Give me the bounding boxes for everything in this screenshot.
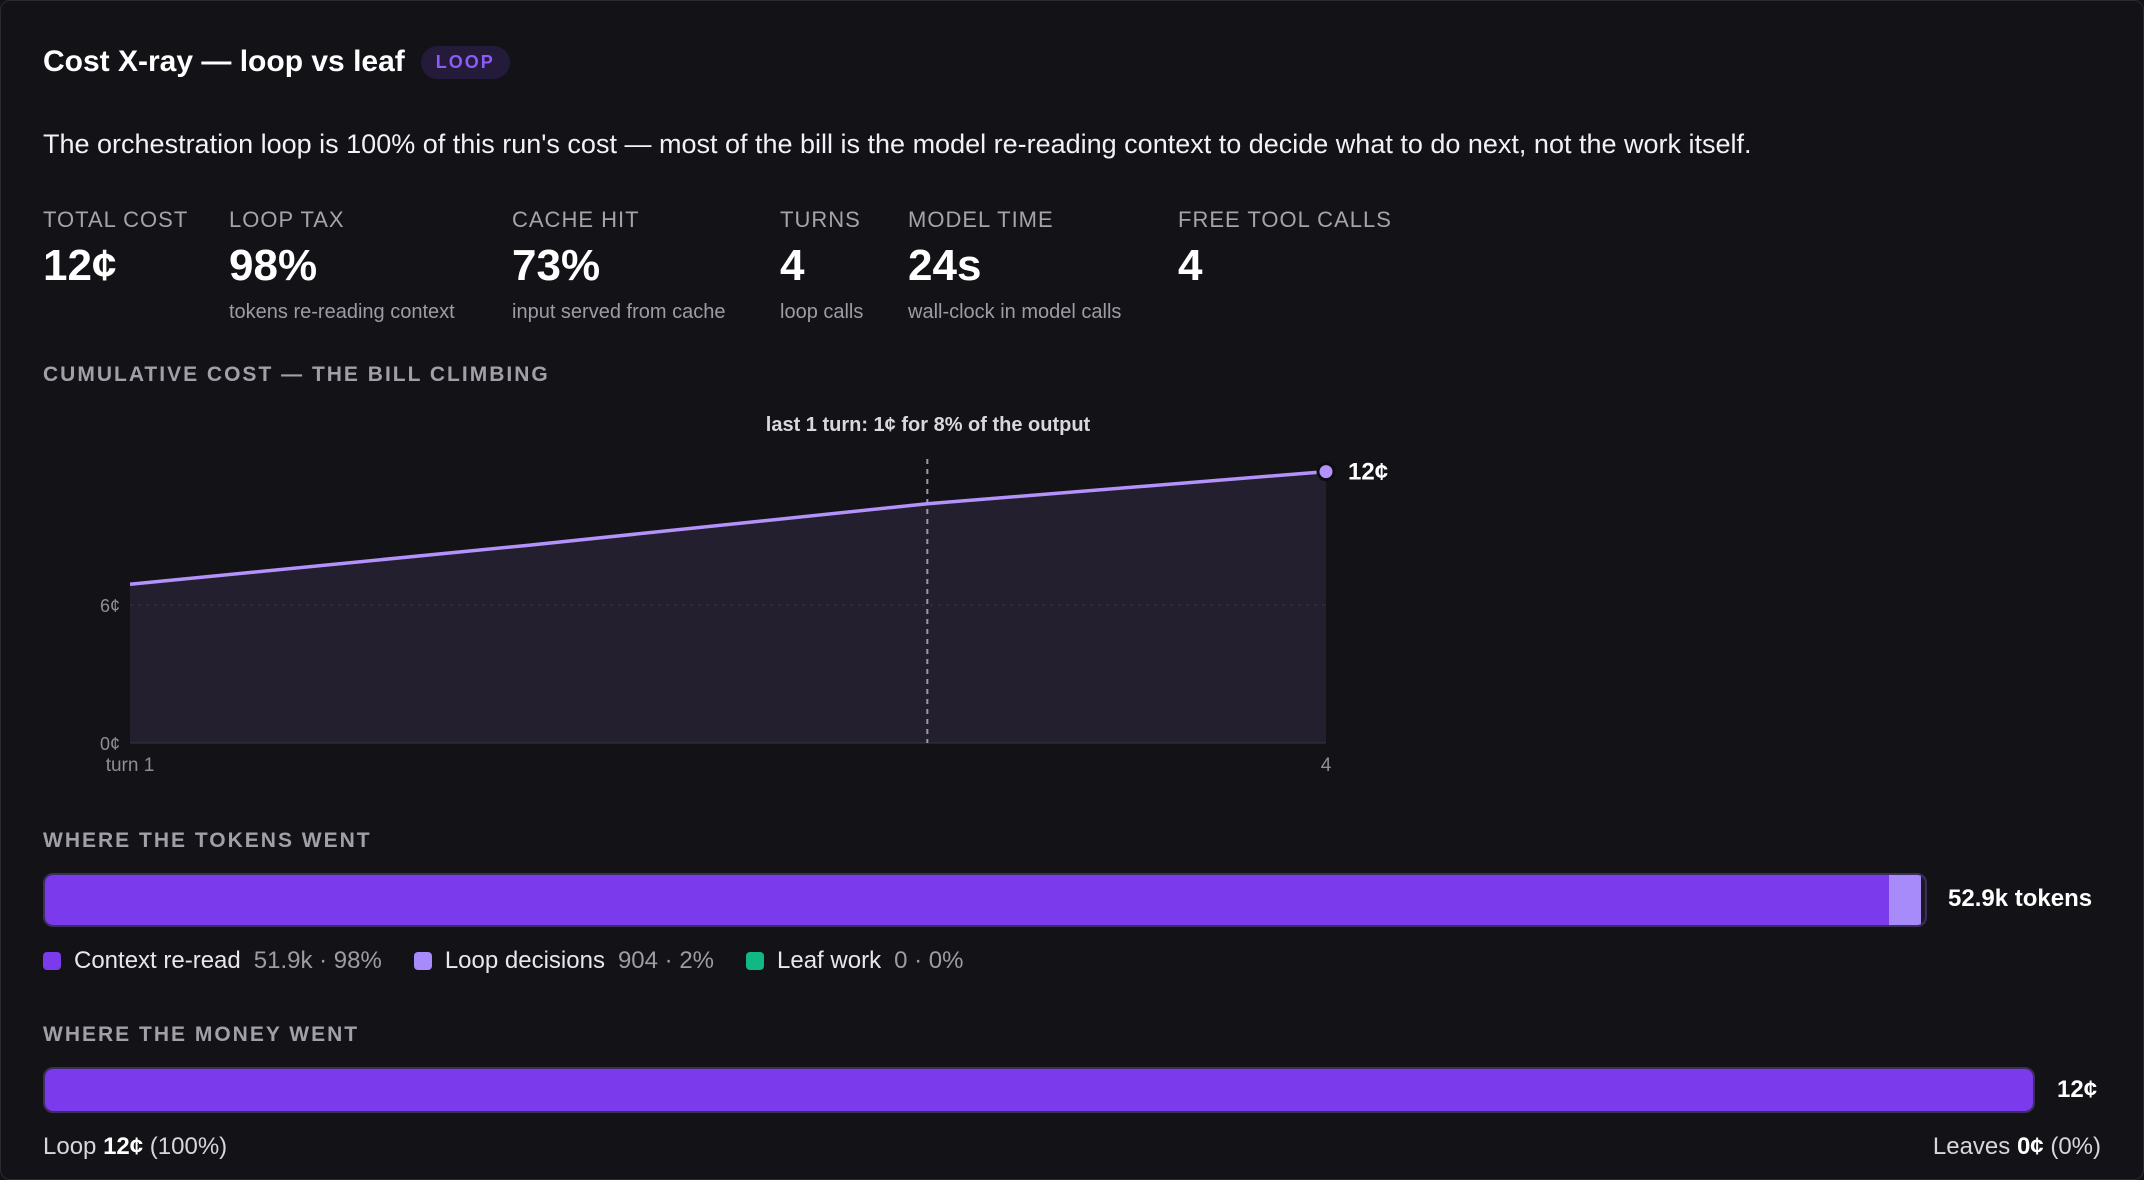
leaves-prefix: Leaves — [1932, 1133, 2011, 1160]
legend-item-context-reread: Context re-read 51.9k · 98% — [43, 947, 382, 975]
legend-name: Leaf work — [777, 947, 882, 974]
stat-loop-tax: LOOP TAX 98% tokens re-reading context — [229, 207, 455, 324]
money-segment-loop — [45, 1069, 2033, 1111]
legend-swatch — [746, 952, 765, 970]
summary-text: The orchestration loop is 100% of this r… — [43, 129, 1752, 159]
stat-label: LOOP TAX — [229, 207, 345, 232]
money-loop-label: Loop 12¢ (100%) — [43, 1133, 227, 1161]
stat-sub: tokens re-reading context — [229, 301, 455, 323]
loop-amount: 12¢ — [103, 1133, 144, 1160]
stat-label: CACHE HIT — [512, 207, 640, 232]
money-bar — [43, 1067, 2035, 1113]
legend-value: 904 · 2% — [617, 947, 715, 974]
stat-label: TURNS — [780, 207, 861, 232]
tokens-section-title: WHERE THE TOKENS WENT — [43, 829, 372, 852]
token-bar — [43, 873, 1927, 927]
chart-annotation: last 1 turn: 1¢ for 8% of the output — [766, 414, 1091, 436]
legend-name: Loop decisions — [444, 947, 605, 974]
stat-free-tool-calls: FREE TOOL CALLS 4 — [1178, 207, 1392, 291]
token-total: 52.9k tokens — [1948, 885, 2093, 912]
stat-label: FREE TOOL CALLS — [1178, 207, 1392, 232]
cumulative-section-title: CUMULATIVE COST — THE BILL CLIMBING — [43, 363, 550, 386]
stat-value: 73% — [512, 241, 601, 290]
money-leaves-label: Leaves 0¢ (0%) — [1933, 1133, 2101, 1161]
leaves-percent: (0%) — [2050, 1133, 2101, 1160]
loop-percent: (100%) — [149, 1133, 228, 1160]
stat-sub: loop calls — [780, 301, 864, 323]
stat-value: 4 — [1178, 241, 1203, 290]
y-tick-label: 6¢ — [100, 596, 120, 616]
panel-title: Cost X-ray — loop vs leaf — [43, 45, 405, 78]
y-tick-label: 0¢ — [100, 734, 120, 754]
token-legend: Context re-read 51.9k · 98% Loop decisio… — [43, 947, 995, 975]
chart-area-fill — [130, 471, 1326, 743]
cumulative-cost-chart: last 1 turn: 1¢ for 8% of the output 0¢ 6… — [100, 414, 1388, 776]
stat-value: 98% — [229, 241, 318, 290]
stat-value: 4 — [780, 241, 805, 290]
stat-turns: TURNS 4 loop calls — [780, 207, 863, 324]
stat-model-time: MODEL TIME 24s wall-clock in model calls — [908, 207, 1121, 324]
stat-sub: wall-clock in model calls — [908, 301, 1122, 323]
x-tick-label: turn 1 — [106, 755, 155, 776]
legend-item-leaf-work: Leaf work 0 · 0% — [746, 947, 963, 975]
stat-cache-hit: CACHE HIT 73% input served from cache — [512, 207, 725, 324]
legend-name: Context re-read — [74, 947, 241, 974]
legend-swatch — [43, 952, 61, 970]
token-segment-context-reread — [45, 875, 1889, 925]
stat-label: MODEL TIME — [908, 207, 1054, 232]
x-tick-label: 4 — [1321, 755, 1332, 776]
stat-value: 24s — [908, 241, 982, 290]
chart-endpoint — [1316, 462, 1336, 482]
stat-label: TOTAL COST — [43, 207, 189, 232]
money-total: 12¢ — [2057, 1076, 2098, 1103]
leaves-amount: 0¢ — [2016, 1133, 2044, 1160]
legend-swatch — [413, 952, 432, 970]
loop-prefix: Loop — [43, 1133, 97, 1160]
stat-total-cost: TOTAL COST 12¢ — [43, 207, 188, 291]
legend-item-loop-decisions: Loop decisions 904 · 2% — [413, 947, 715, 975]
legend-value: 0 · 0% — [894, 947, 964, 974]
panel-header: Cost X-ray — loop vs leaf LOOP — [43, 45, 510, 79]
chart-series-line — [129, 469, 1327, 587]
chart-end-label: 12¢ — [1348, 459, 1388, 486]
loop-badge: LOOP — [420, 45, 510, 79]
token-segment-loop-decisions — [1888, 875, 1921, 925]
legend-value: 51.9k · 98% — [253, 947, 382, 974]
money-section-title: WHERE THE MONEY WENT — [43, 1023, 360, 1046]
stat-value: 12¢ — [43, 241, 117, 290]
stat-sub: input served from cache — [512, 301, 726, 323]
